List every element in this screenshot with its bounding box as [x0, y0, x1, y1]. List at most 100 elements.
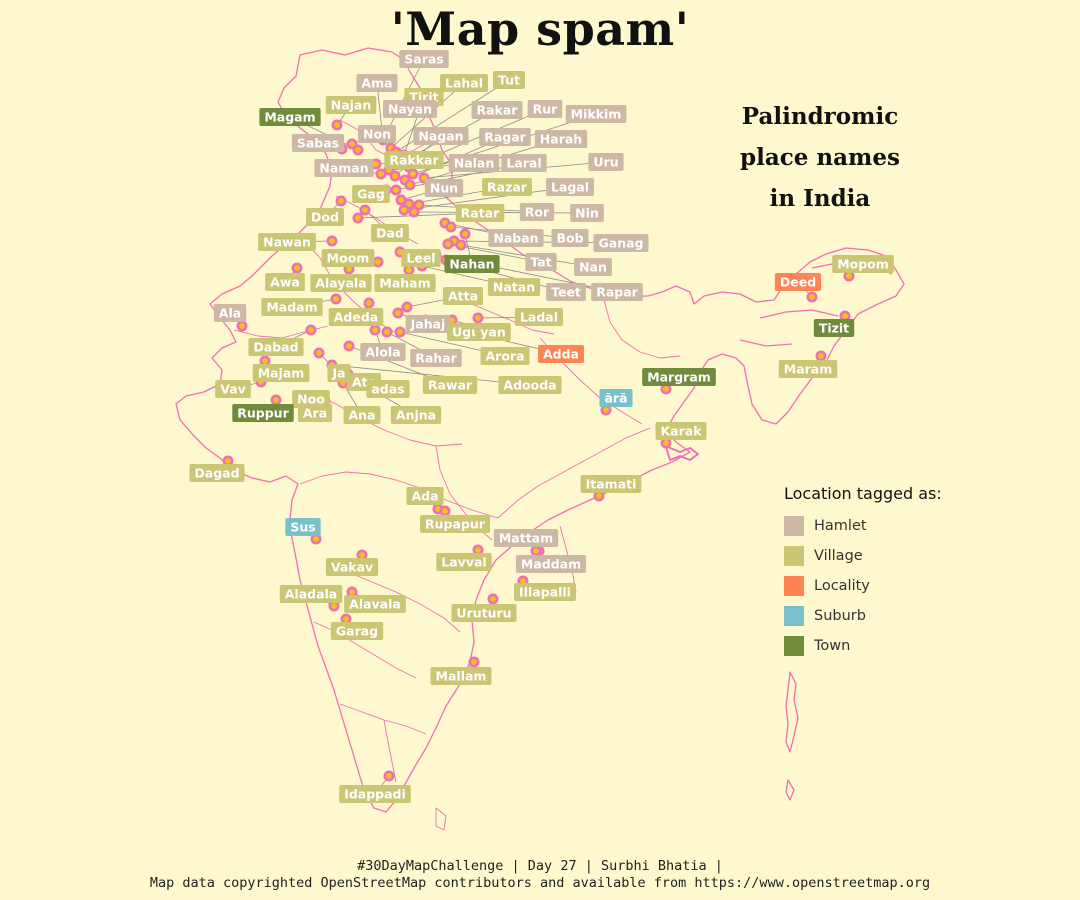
place-marker: [408, 206, 420, 218]
place-marker: [343, 340, 355, 352]
place-label-box: [642, 368, 716, 386]
place-label-karak: Karak: [655, 422, 707, 440]
legend-label: Town: [814, 638, 851, 654]
place-label-text: Rakar: [477, 103, 519, 118]
place-label-text: Ragar: [484, 130, 526, 145]
place-label-box: [593, 234, 649, 252]
place-label-text: Mallam: [436, 669, 487, 684]
place-label-text: Lahal: [445, 76, 483, 91]
place-label-box: [285, 518, 321, 536]
place-label-text: Noo: [297, 392, 325, 407]
leader-line: [403, 186, 571, 211]
place-label-text: Madam: [266, 300, 317, 315]
place-marker: [326, 235, 338, 247]
place-label-text: Ladal: [520, 310, 558, 325]
place-label-ragar: Ragar: [479, 128, 531, 146]
place-marker: [455, 239, 467, 251]
leader-line: [331, 364, 531, 386]
place-label-text: Maham: [379, 276, 430, 291]
place-label-rakkar: Rakkar: [384, 151, 444, 169]
place-label-adas: adas: [366, 380, 410, 398]
place-label-bob: Bob: [551, 229, 589, 247]
place-label-text: Ama: [361, 76, 392, 91]
place-label-non: Non: [358, 125, 396, 143]
place-label-atta: Atta: [442, 287, 484, 305]
place-label-garag: Garag: [330, 622, 384, 640]
place-marker: [359, 204, 371, 216]
place-label-text: Tut: [498, 73, 520, 88]
place-marker: [530, 545, 542, 557]
place-label-box: [314, 159, 374, 177]
place-marker: [383, 770, 395, 782]
place-marker: [346, 586, 358, 598]
place-label-box: [215, 380, 251, 398]
subtitle-line: in India: [769, 185, 871, 212]
place-label-box: [261, 298, 323, 316]
place-label-box: [480, 347, 530, 365]
legend-item-suburb: Suburb: [784, 601, 942, 631]
place-label-itamati: Itamati: [580, 475, 642, 493]
subtitle-line: Palindromic: [741, 103, 899, 130]
place-label-awa: Awa: [265, 273, 305, 291]
place-label-aladala: Aladala: [279, 585, 343, 603]
place-label-box: [588, 153, 624, 171]
place-label-box: [525, 253, 557, 271]
place-marker: [352, 144, 364, 156]
place-label-box: [374, 274, 436, 292]
place-label-box: [451, 604, 517, 622]
place-label-text: Dabad: [253, 340, 298, 355]
place-marker: [806, 291, 818, 303]
place-marker: [398, 204, 410, 216]
place-label-text: Laral: [506, 156, 541, 171]
place-label-box: [232, 404, 294, 422]
place-label-text: Nagan: [418, 129, 463, 144]
place-label-box: [356, 74, 398, 92]
place-label-tut: Tut: [492, 71, 526, 89]
place-marker: [328, 600, 340, 612]
place-label-gag: Gag: [352, 185, 390, 203]
place-label-text: Moom: [327, 251, 370, 266]
place-label-razar: Razar: [482, 178, 532, 196]
place-marker: [843, 270, 855, 282]
place-label-text: Sabas: [297, 136, 339, 151]
place-label-text: Anjna: [396, 408, 436, 423]
place-label-adeda: Adeda: [328, 308, 384, 326]
place-label-text: Ruppur: [237, 406, 289, 421]
place-label-box: [455, 204, 505, 222]
place-label-rawar: Rawar: [422, 376, 478, 394]
place-marker: [487, 593, 499, 605]
place-marker: [394, 326, 406, 338]
footer-credit: #30DayMapChallenge | Day 27 | Surbhi Bha…: [357, 858, 723, 874]
place-marker: [330, 293, 342, 305]
place-label-text: Adeda: [334, 310, 378, 325]
place-label-moom: Moom: [321, 249, 375, 267]
place-marker: [472, 312, 484, 324]
place-label-box: [343, 406, 381, 424]
place-marker: [404, 179, 416, 191]
place-label-dabad: Dabad: [248, 338, 304, 356]
place-label-box: [534, 130, 588, 148]
place-label-box: [213, 304, 247, 322]
place-label-nawan: Nawan: [258, 233, 316, 251]
place-label-vakav: Vakav: [325, 558, 379, 576]
place-marker: [369, 324, 381, 336]
place-label-box: [471, 101, 523, 119]
place-label-box: [430, 667, 492, 685]
place-marker: [346, 138, 358, 150]
place-label-rur: Rur: [527, 100, 563, 118]
place-marker: [331, 119, 343, 131]
place-label-text: Rur: [533, 102, 559, 117]
place-marker: [413, 199, 425, 211]
place-label-lahal: Lahal: [439, 74, 489, 92]
place-label-adda: Adda: [537, 345, 585, 363]
place-label-box: [327, 364, 351, 382]
place-label-illapalli: Illapalli: [514, 583, 576, 601]
place-marker: [660, 437, 672, 449]
place-marker: [381, 326, 393, 338]
legend-label: Suburb: [814, 608, 866, 624]
place-marker: [468, 656, 480, 668]
place-marker: [352, 212, 364, 224]
place-label-text: Alola: [365, 345, 400, 360]
place-label-rahar: Rahar: [410, 349, 462, 367]
